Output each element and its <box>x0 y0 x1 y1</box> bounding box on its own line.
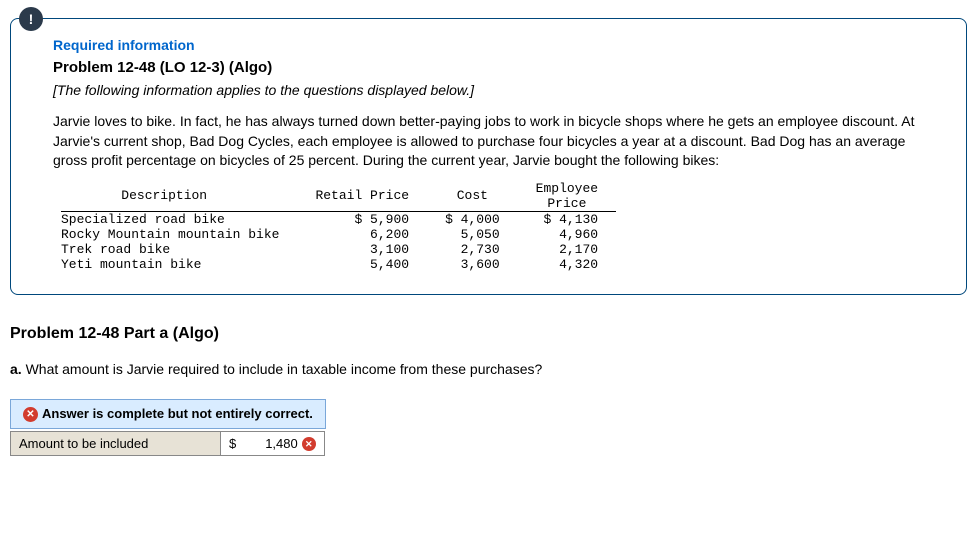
alert-icon: ! <box>29 11 34 27</box>
cell-value: 3,600 <box>427 257 518 272</box>
cell-value: 4,320 <box>518 257 616 272</box>
answer-value: 1,480 <box>265 436 298 451</box>
cell-value: 5,050 <box>427 227 518 242</box>
x-icon: ✕ <box>23 407 38 422</box>
applies-note: [The following information applies to th… <box>53 82 938 98</box>
cell-value: 3,100 <box>297 242 427 257</box>
question-prefix: a. <box>10 361 22 377</box>
cell-value: 2,170 <box>518 242 616 257</box>
answer-table: Amount to be included $ 1,480 ✕ <box>10 431 325 457</box>
answer-value-cell[interactable]: 1,480 ✕ <box>244 431 324 456</box>
table-row: Rocky Mountain mountain bike6,2005,0504,… <box>61 227 616 242</box>
col-description: Description <box>61 181 297 212</box>
col-employee-price: Employee Price <box>518 181 616 212</box>
answer-label: Amount to be included <box>11 431 221 456</box>
answer-row: Amount to be included $ 1,480 ✕ <box>11 431 325 456</box>
problem-card: ! Required information Problem 12-48 (LO… <box>10 18 967 295</box>
answer-currency: $ <box>221 431 245 456</box>
alert-badge: ! <box>19 7 43 31</box>
required-info-label: Required information <box>53 37 938 53</box>
bike-table: Description Retail Price Cost Employee P… <box>61 181 616 272</box>
problem-heading: Problem 12-48 (LO 12-3) (Algo) <box>53 59 938 76</box>
part-heading: Problem 12-48 Part a (Algo) <box>10 325 967 343</box>
question-text: a. What amount is Jarvie required to inc… <box>10 361 967 377</box>
cell-value: 6,200 <box>297 227 427 242</box>
question-body: What amount is Jarvie required to includ… <box>22 361 543 377</box>
col-cost: Cost <box>427 181 518 212</box>
feedback-text: Answer is complete but not entirely corr… <box>42 406 313 421</box>
feedback-banner: ✕ Answer is complete but not entirely cor… <box>10 399 326 429</box>
table-header-row: Description Retail Price Cost Employee P… <box>61 181 616 212</box>
cell-value: $ 4,000 <box>427 211 518 227</box>
cell-description: Trek road bike <box>61 242 297 257</box>
col-retail-price: Retail Price <box>297 181 427 212</box>
table-row: Specialized road bike$ 5,900$ 4,000$ 4,1… <box>61 211 616 227</box>
problem-body-text: Jarvie loves to bike. In fact, he has al… <box>53 112 938 171</box>
x-mark-icon: ✕ <box>302 437 316 451</box>
cell-value: $ 4,130 <box>518 211 616 227</box>
table-row: Yeti mountain bike5,4003,6004,320 <box>61 257 616 272</box>
table-row: Trek road bike3,1002,7302,170 <box>61 242 616 257</box>
cell-description: Specialized road bike <box>61 211 297 227</box>
cell-value: 5,400 <box>297 257 427 272</box>
cell-value: $ 5,900 <box>297 211 427 227</box>
cell-value: 4,960 <box>518 227 616 242</box>
cell-description: Yeti mountain bike <box>61 257 297 272</box>
cell-value: 2,730 <box>427 242 518 257</box>
cell-description: Rocky Mountain mountain bike <box>61 227 297 242</box>
